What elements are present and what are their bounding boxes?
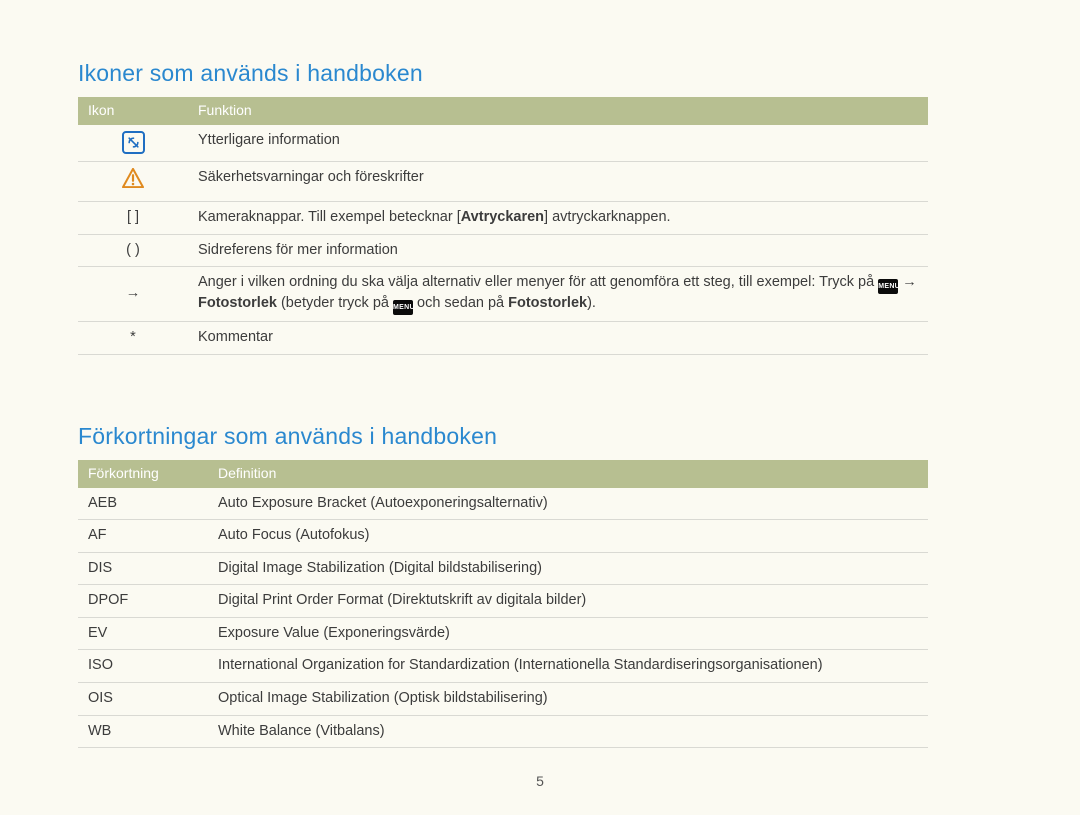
text: och sedan på (413, 295, 508, 311)
menu-icon: MENU (878, 279, 898, 294)
table-row: * Kommentar (78, 322, 928, 355)
col-header-function: Funktion (188, 97, 928, 125)
table-row: AEB Auto Exposure Bracket (Autoexponerin… (78, 488, 928, 520)
table-header-row: Förkortning Definition (78, 460, 928, 488)
bold-text: Fotostorlek (198, 295, 277, 311)
cell-definition: Optical Image Stabilization (Optisk bild… (208, 682, 928, 715)
text: (betyder tryck på (277, 295, 393, 311)
cell-definition: International Organization for Standardi… (208, 650, 928, 683)
text: Kameraknappar. Till exempel betecknar [ (198, 209, 461, 225)
text: ). (587, 295, 596, 311)
cell-abbr: DIS (78, 552, 208, 585)
cell-function: Ytterligare information (188, 125, 928, 162)
table-row: DPOF Digital Print Order Format (Direktu… (78, 585, 928, 618)
cell-abbr: ISO (78, 650, 208, 683)
table-row: AF Auto Focus (Autofokus) (78, 520, 928, 553)
note-icon (122, 131, 145, 154)
bold-text: Fotostorlek (508, 295, 587, 311)
cell-definition: White Balance (Vitbalans) (208, 715, 928, 748)
cell-abbr: AF (78, 520, 208, 553)
col-header-definition: Definition (208, 460, 928, 488)
table-row: [ ] Kameraknappar. Till exempel beteckna… (78, 202, 928, 235)
cell-definition: Digital Image Stabilization (Digital bil… (208, 552, 928, 585)
cell-definition: Exposure Value (Exponeringsvärde) (208, 617, 928, 650)
text: Anger i vilken ordning du ska välja alte… (198, 274, 878, 290)
page: Ikoner som används i handboken Ikon Funk… (0, 0, 1080, 815)
section-heading-abbreviations: Förkortningar som används i handboken (78, 423, 1020, 450)
cell-function: Kameraknappar. Till exempel betecknar [A… (188, 202, 928, 235)
warning-icon (122, 168, 144, 188)
table-row: EV Exposure Value (Exponeringsvärde) (78, 617, 928, 650)
text: → (898, 274, 917, 290)
cell-function: Kommentar (188, 322, 928, 355)
table-row: WB White Balance (Vitbalans) (78, 715, 928, 748)
table-header-row: Ikon Funktion (78, 97, 928, 125)
cell-abbr: AEB (78, 488, 208, 520)
text: ] avtryckarknappen. (544, 209, 671, 225)
cell-icon: → (78, 267, 188, 322)
cell-function: Säkerhetsvarningar och föreskrifter (188, 162, 928, 202)
table-row: ( ) Sidreferens för mer information (78, 234, 928, 267)
cell-function: Anger i vilken ordning du ska välja alte… (188, 267, 928, 322)
icons-table: Ikon Funktion Ytterligare information (78, 97, 928, 355)
bold-text: Avtryckaren (461, 209, 544, 225)
cell-icon (78, 125, 188, 162)
table-row: DIS Digital Image Stabilization (Digital… (78, 552, 928, 585)
cell-icon (78, 162, 188, 202)
abbreviations-table: Förkortning Definition AEB Auto Exposure… (78, 460, 928, 748)
table-row: Säkerhetsvarningar och föreskrifter (78, 162, 928, 202)
cell-definition: Auto Focus (Autofokus) (208, 520, 928, 553)
col-header-icon: Ikon (78, 97, 188, 125)
cell-function: Sidreferens för mer information (188, 234, 928, 267)
cell-abbr: EV (78, 617, 208, 650)
menu-icon: MENU (393, 300, 413, 315)
cell-icon: [ ] (78, 202, 188, 235)
table-row: ISO International Organization for Stand… (78, 650, 928, 683)
page-number: 5 (0, 773, 1080, 789)
section-heading-icons: Ikoner som används i handboken (78, 60, 1020, 87)
cell-definition: Digital Print Order Format (Direktutskri… (208, 585, 928, 618)
table-row: Ytterligare information (78, 125, 928, 162)
table-row: → Anger i vilken ordning du ska välja al… (78, 267, 928, 322)
cell-icon: ( ) (78, 234, 188, 267)
cell-abbr: OIS (78, 682, 208, 715)
cell-definition: Auto Exposure Bracket (Autoexponeringsal… (208, 488, 928, 520)
cell-abbr: DPOF (78, 585, 208, 618)
col-header-abbr: Förkortning (78, 460, 208, 488)
cell-abbr: WB (78, 715, 208, 748)
table-row: OIS Optical Image Stabilization (Optisk … (78, 682, 928, 715)
cell-icon: * (78, 322, 188, 355)
